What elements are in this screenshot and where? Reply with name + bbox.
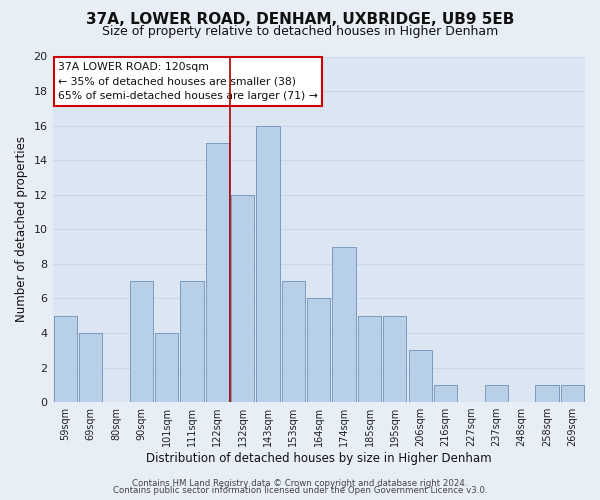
Bar [485, 385, 508, 402]
Bar [332, 246, 356, 402]
Bar [79, 333, 102, 402]
Text: 37A LOWER ROAD: 120sqm
← 35% of detached houses are smaller (38)
65% of semi-det: 37A LOWER ROAD: 120sqm ← 35% of detached… [58, 62, 318, 102]
Bar [535, 385, 559, 402]
Bar [256, 126, 280, 402]
Bar [358, 316, 381, 402]
Bar [181, 281, 203, 402]
Bar [560, 385, 584, 402]
Text: 37A, LOWER ROAD, DENHAM, UXBRIDGE, UB9 5EB: 37A, LOWER ROAD, DENHAM, UXBRIDGE, UB9 5… [86, 12, 514, 28]
X-axis label: Distribution of detached houses by size in Higher Denham: Distribution of detached houses by size … [146, 452, 491, 465]
Bar [409, 350, 432, 402]
Bar [155, 333, 178, 402]
Text: Contains public sector information licensed under the Open Government Licence v3: Contains public sector information licen… [113, 486, 487, 495]
Bar [231, 194, 254, 402]
Y-axis label: Number of detached properties: Number of detached properties [15, 136, 28, 322]
Bar [307, 298, 331, 402]
Text: Contains HM Land Registry data © Crown copyright and database right 2024.: Contains HM Land Registry data © Crown c… [132, 478, 468, 488]
Bar [206, 143, 229, 402]
Bar [130, 281, 153, 402]
Bar [434, 385, 457, 402]
Bar [282, 281, 305, 402]
Bar [53, 316, 77, 402]
Bar [383, 316, 406, 402]
Text: Size of property relative to detached houses in Higher Denham: Size of property relative to detached ho… [102, 25, 498, 38]
